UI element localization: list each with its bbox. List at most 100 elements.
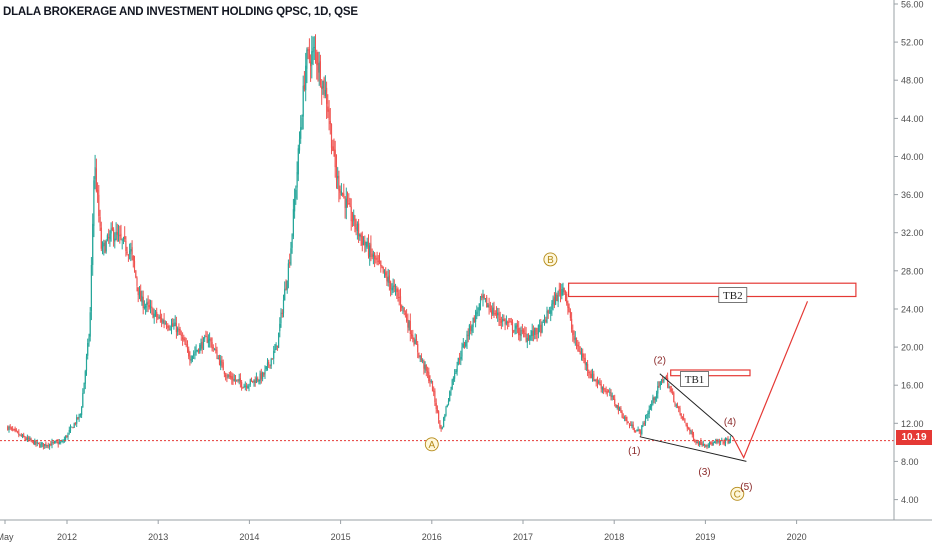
candle-body [605, 391, 607, 393]
candle-body [85, 356, 88, 371]
candle-body [364, 240, 366, 246]
candle-body [156, 312, 158, 318]
candle-body [407, 319, 409, 328]
candle-body [291, 234, 293, 248]
candle-body [672, 391, 674, 394]
candle-body [342, 193, 344, 195]
candle-body [566, 293, 568, 304]
candle-body [679, 408, 681, 414]
candle-body [79, 414, 81, 416]
candle-body [580, 354, 583, 356]
candle-body [130, 249, 132, 252]
candle-body [524, 332, 526, 334]
candle-body [163, 319, 165, 324]
candle-body [509, 321, 511, 322]
candles [7, 34, 731, 450]
candle-body [262, 372, 264, 380]
candle-body [46, 445, 48, 447]
candle-body [131, 247, 133, 255]
candle-body [713, 442, 715, 443]
candle-body [465, 341, 467, 347]
candle-body [365, 246, 367, 248]
candle-body [66, 435, 68, 437]
candle-body [306, 49, 308, 69]
candle-body [295, 189, 297, 199]
candle-body [132, 255, 134, 261]
candle-body [681, 416, 683, 418]
candle-body [121, 239, 123, 241]
candle-body [263, 373, 265, 375]
candle-body [158, 316, 160, 318]
candle-body [372, 254, 374, 257]
candle-body [243, 385, 245, 388]
candle-body [270, 358, 272, 366]
candle-body [238, 379, 240, 381]
wave-number-label: (1) [628, 446, 640, 457]
candle-body [339, 189, 341, 193]
candle-body [60, 441, 62, 443]
candle-body [351, 220, 354, 222]
candle-body [697, 442, 699, 445]
candle-body [271, 358, 273, 360]
candle-body [292, 209, 294, 237]
candle-body [335, 166, 338, 180]
candle-body [383, 270, 386, 273]
candle-body [575, 337, 578, 346]
candle-body [505, 321, 507, 324]
candle-body [630, 425, 632, 426]
candle-body [37, 442, 40, 444]
candle-body [543, 319, 546, 321]
wedge-upper [659, 373, 734, 438]
candle-body [367, 241, 370, 256]
wave-circle-label: B [543, 252, 558, 267]
candle-body [706, 445, 708, 447]
candle-body [65, 436, 67, 440]
candle-body [574, 337, 576, 340]
chart-title: DLALA BROKERAGE AND INVESTMENT HOLDING Q… [3, 6, 358, 18]
x-tick-label: May [0, 532, 14, 542]
candle-body [87, 343, 89, 356]
candle-body [225, 374, 227, 377]
candle-body [411, 334, 413, 337]
candle-body [552, 298, 554, 304]
candle-body [396, 288, 398, 293]
candle-body [206, 336, 208, 343]
candle-body [312, 48, 314, 53]
candle-body [482, 295, 484, 299]
candle-body [209, 338, 211, 341]
candle-body [537, 325, 539, 334]
candle-body [483, 294, 485, 298]
candle-body [594, 379, 596, 381]
candle-body [52, 442, 54, 443]
candle-body [127, 254, 129, 256]
candle-body [424, 364, 426, 370]
candle-body [595, 379, 597, 382]
candle-body [504, 319, 506, 325]
candle-body [601, 387, 603, 390]
candle-body [100, 227, 102, 249]
candle-body [583, 357, 585, 359]
candle-body [550, 310, 552, 314]
candle-body [640, 431, 642, 434]
candle-body [69, 427, 72, 431]
candle-body [189, 356, 191, 361]
candle-body [230, 375, 232, 378]
candle-body [114, 238, 116, 242]
candle-body [201, 341, 203, 349]
wedge-lower [639, 436, 747, 462]
candle-body [55, 441, 57, 443]
candle-body [636, 430, 638, 432]
candle-body [530, 335, 532, 337]
candle-body [445, 407, 447, 416]
candle-body [710, 442, 712, 444]
candle-body [345, 198, 347, 208]
box-label-bg [680, 371, 709, 387]
candle-body [473, 317, 475, 323]
candle-body [202, 338, 205, 350]
candle-body [663, 378, 665, 382]
candle-body [495, 313, 498, 315]
candle-body [332, 146, 334, 151]
candle-body [148, 305, 150, 308]
